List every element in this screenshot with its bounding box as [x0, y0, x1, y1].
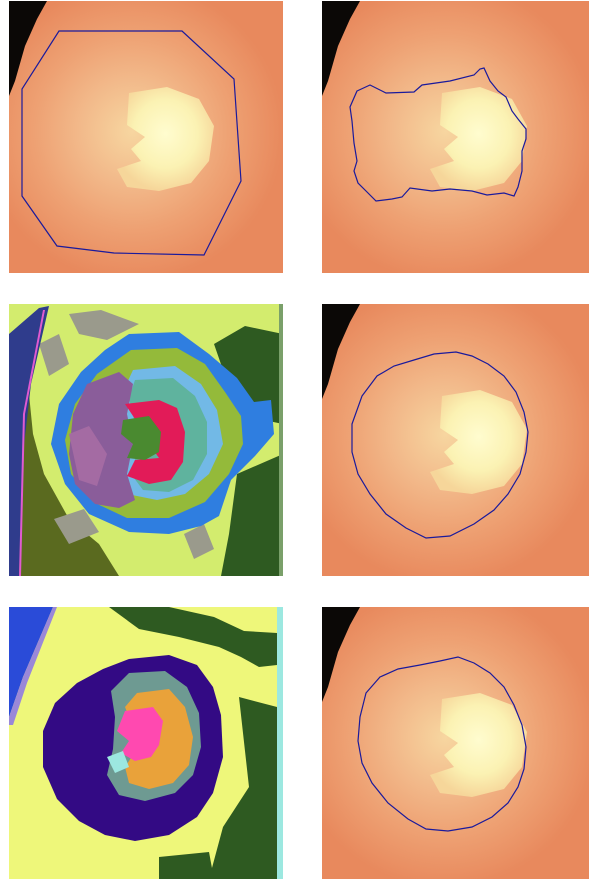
fundus-panel-polygon	[9, 1, 283, 273]
optic-disc-core	[117, 87, 214, 191]
dark-corner	[322, 1, 360, 96]
optic-disc-core	[430, 390, 527, 494]
segmentation-map-panel	[9, 607, 283, 879]
fundus-image	[9, 1, 283, 273]
optic-disc-core	[430, 87, 527, 191]
dark-corner	[9, 1, 47, 96]
segmentation-map	[9, 304, 283, 576]
fundus-panel-smooth-boundary	[322, 304, 589, 576]
segmentation-map-panel	[9, 304, 283, 576]
boundary-contour	[21, 30, 242, 256]
fundus-image	[322, 607, 589, 879]
fundus-image	[322, 304, 589, 576]
dark-corner	[322, 304, 360, 399]
boundary-contour	[351, 351, 529, 539]
fundus-panel-smooth-boundary	[322, 607, 589, 879]
fundus-image	[322, 1, 589, 273]
fundus-panel-irregular-boundary	[322, 1, 589, 273]
boundary-contour	[349, 67, 527, 202]
optic-disc-core	[430, 693, 527, 797]
boundary-contour	[357, 656, 527, 832]
dark-corner	[322, 607, 360, 702]
segmentation-map	[9, 607, 283, 879]
